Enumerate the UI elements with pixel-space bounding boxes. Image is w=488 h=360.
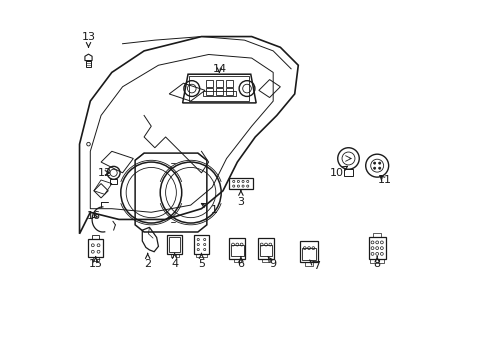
Bar <box>258 238 273 258</box>
Text: 9: 9 <box>267 256 276 269</box>
Bar <box>225 80 233 87</box>
Bar <box>88 239 103 257</box>
Text: 4: 4 <box>171 253 178 269</box>
Bar <box>189 76 249 101</box>
Text: 2: 2 <box>144 253 151 269</box>
Text: 3: 3 <box>237 191 244 207</box>
Circle shape <box>373 167 375 169</box>
Text: 15: 15 <box>88 256 102 269</box>
Bar <box>167 235 182 254</box>
Bar <box>259 245 272 256</box>
Bar <box>93 257 99 261</box>
Bar <box>110 179 117 184</box>
Bar <box>175 254 178 257</box>
Text: 12: 12 <box>98 168 111 178</box>
Circle shape <box>373 162 375 164</box>
Bar <box>203 91 235 96</box>
Bar <box>229 238 244 258</box>
Text: 8: 8 <box>373 256 380 269</box>
Bar <box>205 80 212 87</box>
Bar <box>233 258 241 262</box>
Text: 5: 5 <box>198 253 204 269</box>
Bar <box>215 80 223 87</box>
Text: 13: 13 <box>81 32 95 47</box>
Bar <box>305 262 312 266</box>
Bar <box>301 248 316 260</box>
Bar <box>215 88 223 95</box>
Bar <box>225 88 233 95</box>
Bar <box>195 254 207 257</box>
Text: 6: 6 <box>237 256 244 269</box>
Text: 10: 10 <box>329 166 347 178</box>
Bar <box>343 169 352 176</box>
Bar <box>194 235 208 254</box>
Text: 7: 7 <box>309 260 319 271</box>
Bar <box>372 233 381 237</box>
Bar <box>262 258 269 262</box>
Bar <box>229 178 252 189</box>
Circle shape <box>378 162 380 164</box>
Bar <box>205 88 212 95</box>
Circle shape <box>378 167 380 169</box>
Text: 11: 11 <box>377 175 390 185</box>
Bar <box>92 235 99 239</box>
Text: 16: 16 <box>87 211 101 221</box>
Text: 14: 14 <box>212 64 226 74</box>
Bar <box>368 237 385 259</box>
Bar <box>369 259 384 263</box>
Bar <box>86 60 91 67</box>
Bar <box>230 245 244 256</box>
Bar <box>169 237 180 252</box>
Bar <box>300 241 317 262</box>
Text: 1: 1 <box>201 203 217 216</box>
Bar <box>170 254 173 257</box>
